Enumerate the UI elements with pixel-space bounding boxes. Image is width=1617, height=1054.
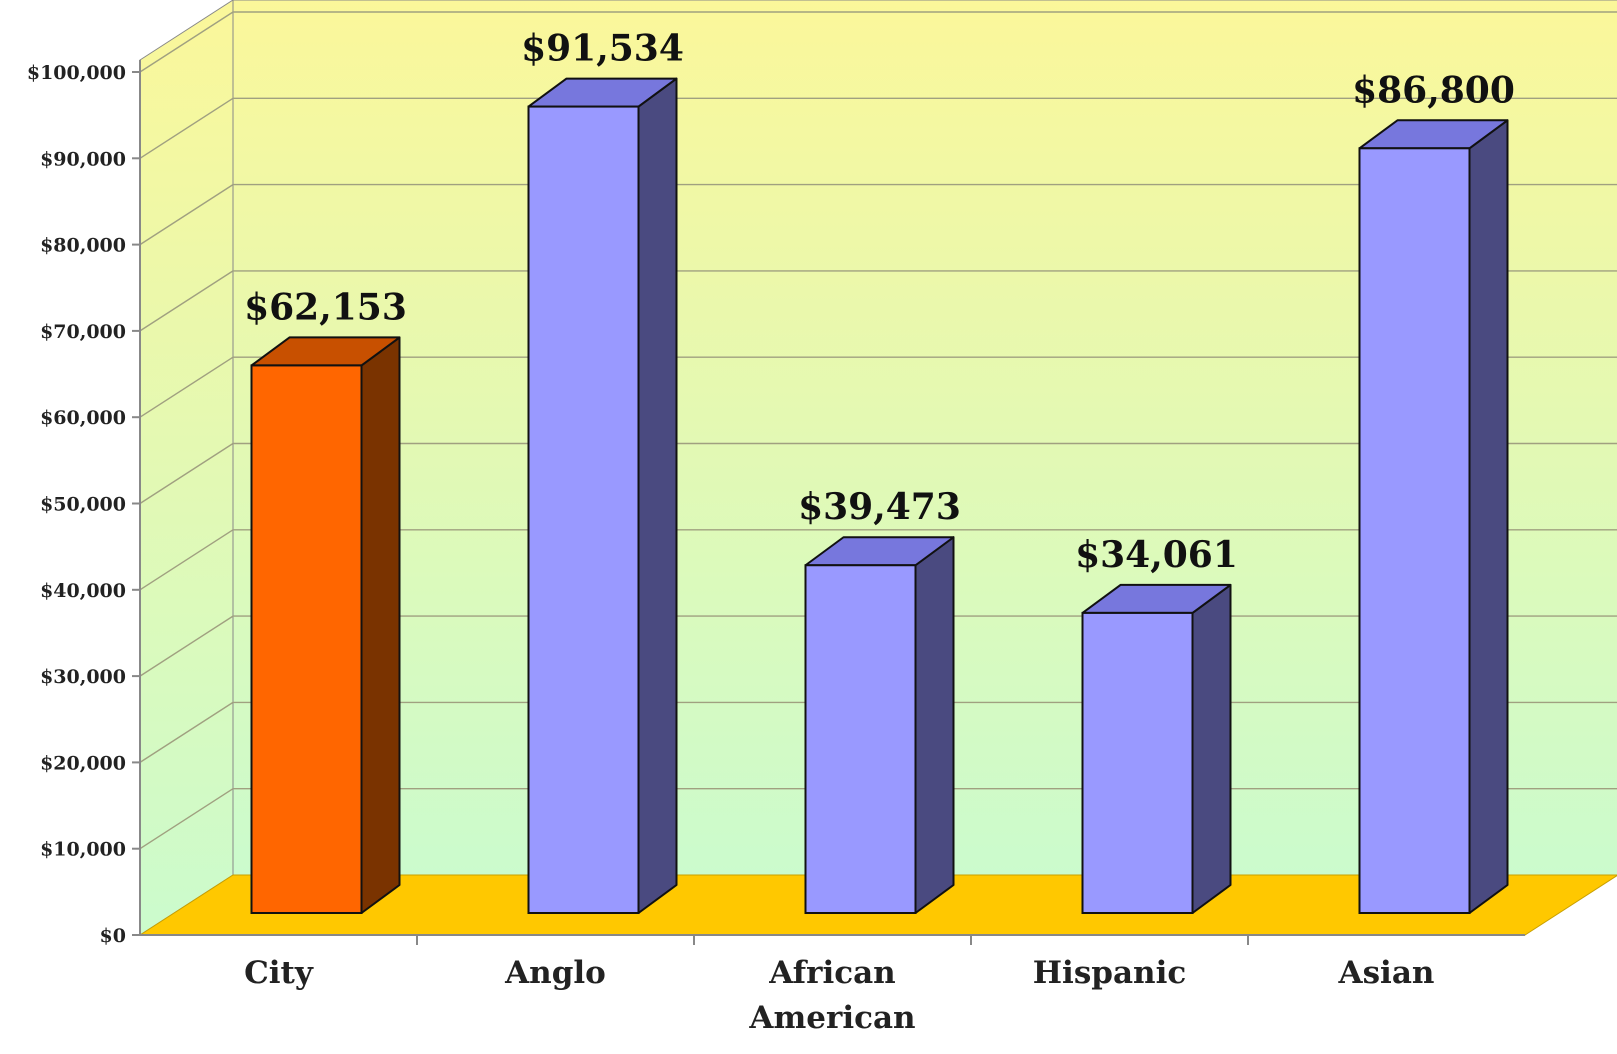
y-tick-label: $90,000 [40,148,126,170]
x-tick-label: City [244,955,314,991]
bar-side [360,336,401,914]
bar [804,536,955,914]
bar-side [914,536,955,914]
bar-front [1358,147,1471,915]
x-tick-label-line: Asian [1338,955,1435,991]
x-tick-label-line: Hispanic [1033,955,1186,991]
y-tick-label: $80,000 [40,235,126,257]
bar-front [1081,611,1194,915]
data-label: $62,153 [244,286,407,328]
x-tick-label: African American [748,955,915,1036]
x-tick-label: Asian [1338,955,1435,991]
gridline-side [139,442,234,505]
gridline-side [139,184,234,246]
labels: $0 $10,000 $20,000 $30,000 $40,000 $50,000 $60… [27,28,1515,1036]
bar [250,336,401,914]
y-tick-label: $100,000 [27,62,126,84]
bar-side [1191,583,1232,914]
bar-front [527,105,640,915]
x-tick-label-line: City [244,955,314,991]
data-label: $34,061 [1075,534,1238,576]
gridline-side [139,97,234,159]
y-tick-label: $0 [100,925,126,947]
gridline-side [139,788,234,850]
y-tick-label: $30,000 [40,666,126,688]
gridline-side [139,270,234,332]
axes [132,60,1525,945]
gridline-side [139,529,234,591]
bars [250,77,1509,915]
y-tick-label: $40,000 [40,580,126,602]
left-wall [139,0,234,936]
x-tick-label-line: African [768,955,895,991]
gridline-side [139,11,234,73]
y-tick-label: $60,000 [40,407,126,429]
bar-front [804,564,917,914]
gridline-side [139,701,234,763]
y-tick-label: $50,000 [40,494,126,516]
bar-side [1468,119,1509,914]
x-tick-label-line: Anglo [504,955,606,991]
bar [1081,583,1232,915]
x-tick-label-line: American [748,1000,915,1036]
data-label: $91,534 [521,28,684,70]
bar [527,77,678,915]
data-label: $86,800 [1352,69,1515,111]
bar [1358,119,1509,915]
x-tick-label: Anglo [504,955,606,991]
gridline-side [139,356,234,418]
bar-front [250,364,363,914]
y-tick-label: $20,000 [40,752,126,774]
data-label: $39,473 [798,486,961,528]
y-tick-label: $70,000 [40,321,126,343]
bar-side [637,77,678,914]
gridline-side [139,615,234,677]
y-tick-label: $10,000 [40,839,126,861]
x-tick-label: Hispanic [1033,955,1186,991]
